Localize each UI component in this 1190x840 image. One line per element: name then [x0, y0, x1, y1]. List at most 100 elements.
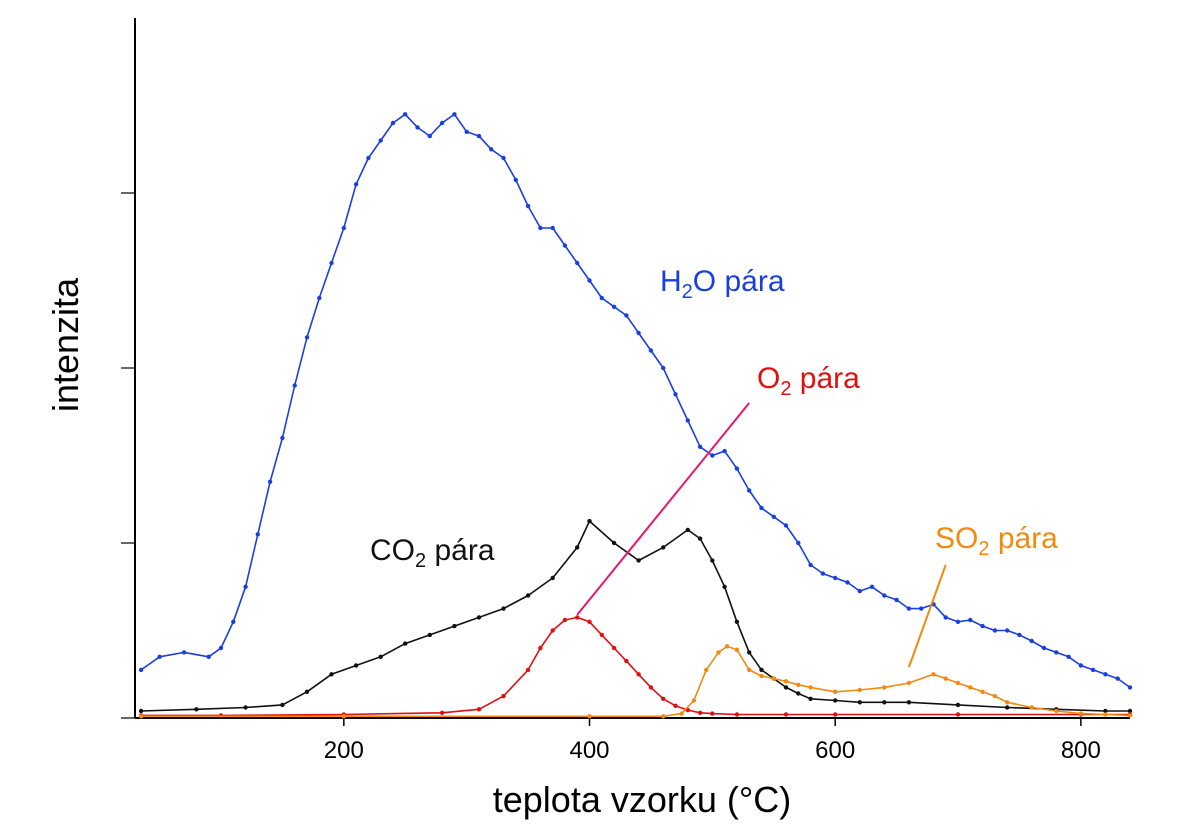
data-point-h2: [1017, 632, 1022, 638]
series-line-h2: [140, 113, 1131, 689]
data-point-h2: [415, 125, 420, 130]
data-point-h2: [833, 575, 838, 581]
data-point-co2: [710, 558, 715, 563]
data-point-so2: [138, 714, 144, 719]
data-point-h2: [587, 278, 592, 283]
series-label-so2: SO2 pára: [935, 522, 1058, 560]
series-label-so2-rest: pára: [989, 522, 1058, 555]
data-point-co2: [636, 558, 641, 563]
data-point-h2: [280, 435, 285, 441]
leader-line: [576, 402, 750, 616]
data-point-o2: [599, 632, 604, 638]
data-point-o2: [955, 712, 961, 717]
data-point-h2: [267, 479, 273, 484]
series-label-o2-main: O: [757, 362, 780, 395]
data-point-so2: [943, 676, 948, 681]
data-point-h2: [476, 133, 482, 139]
data-point-o2: [673, 703, 678, 708]
data-point-h2: [673, 392, 678, 397]
data-point-h2: [1066, 654, 1071, 659]
series-label-o2-rest: pára: [791, 362, 860, 395]
annotation-layer: [576, 402, 947, 668]
data-point-so2: [1103, 712, 1108, 717]
data-point-o2: [538, 645, 543, 651]
data-point-so2: [734, 647, 740, 652]
data-point-h2: [869, 584, 875, 589]
data-point-so2: [968, 685, 973, 690]
data-point-h2: [366, 155, 371, 161]
data-point-h2: [138, 667, 144, 673]
x-tick-label: 400: [569, 737, 609, 764]
leader-line: [907, 564, 947, 668]
data-point-h2: [624, 313, 629, 318]
data-point-so2: [759, 673, 764, 679]
data-point-co2: [452, 623, 457, 629]
data-point-h2: [304, 335, 310, 340]
series-label-h2o: H2O pára: [660, 265, 785, 303]
data-point-o2: [710, 711, 715, 716]
data-point-o2: [661, 696, 666, 701]
series-label-co2: CO2 pára: [370, 534, 495, 572]
data-point-o2: [525, 667, 531, 673]
data-point-co2: [550, 575, 555, 581]
series-h2: [138, 112, 1133, 690]
series-line-so2: [141, 645, 1131, 718]
data-point-h2: [562, 243, 568, 248]
data-point-h2: [513, 177, 518, 183]
data-point-h2: [181, 650, 187, 655]
data-point-co2: [138, 708, 144, 714]
data-point-so2: [1029, 705, 1034, 710]
data-point-co2: [575, 545, 580, 550]
data-point-h2: [575, 260, 580, 266]
data-point-h2: [783, 523, 789, 528]
data-point-co2: [697, 536, 703, 541]
data-point-co2: [329, 672, 334, 677]
data-point-h2: [329, 260, 334, 266]
data-point-co2: [525, 593, 531, 598]
data-point-co2: [1103, 708, 1108, 714]
data-point-h2: [747, 488, 752, 493]
data-point-h2: [771, 514, 776, 519]
series-line-co2: [141, 520, 1130, 712]
data-point-h2: [1103, 672, 1108, 677]
data-point-o2: [575, 615, 580, 620]
data-point-so2: [1078, 711, 1084, 716]
data-point-so2: [716, 650, 721, 655]
data-point-so2: [679, 711, 684, 716]
x-tick-label: 200: [324, 737, 364, 764]
data-point-h2: [685, 418, 690, 423]
data-point-h2: [206, 654, 211, 659]
data-point-h2: [710, 453, 715, 458]
data-point-o2: [476, 707, 482, 712]
data-point-h2: [255, 532, 260, 537]
data-point-so2: [1127, 713, 1133, 718]
data-point-co2: [796, 691, 801, 696]
data-point-h2: [796, 540, 801, 546]
series-co2: [138, 518, 1133, 714]
series-layer: [138, 112, 1133, 719]
data-point-so2: [906, 680, 912, 686]
data-point-h2: [501, 155, 506, 161]
data-point-h2: [489, 147, 494, 152]
data-point-co2: [304, 689, 310, 694]
data-point-so2: [587, 714, 592, 719]
data-point-o2: [697, 710, 703, 715]
data-point-h2: [1078, 663, 1084, 668]
data-point-h2: [734, 466, 740, 471]
y-axis: [121, 18, 136, 719]
data-point-co2: [1005, 705, 1010, 710]
data-point-so2: [691, 698, 697, 703]
data-point-h2: [1029, 638, 1034, 644]
data-point-o2: [833, 712, 838, 717]
data-point-o2: [562, 617, 568, 623]
data-point-co2: [808, 696, 813, 701]
data-point-h2: [1041, 645, 1047, 651]
data-point-co2: [955, 702, 961, 708]
data-point-co2: [378, 654, 383, 659]
data-point-so2: [796, 682, 801, 687]
data-point-h2: [808, 562, 813, 568]
data-point-co2: [747, 650, 752, 655]
data-point-co2: [906, 700, 912, 705]
data-point-h2: [390, 120, 396, 126]
data-point-so2: [882, 685, 887, 690]
